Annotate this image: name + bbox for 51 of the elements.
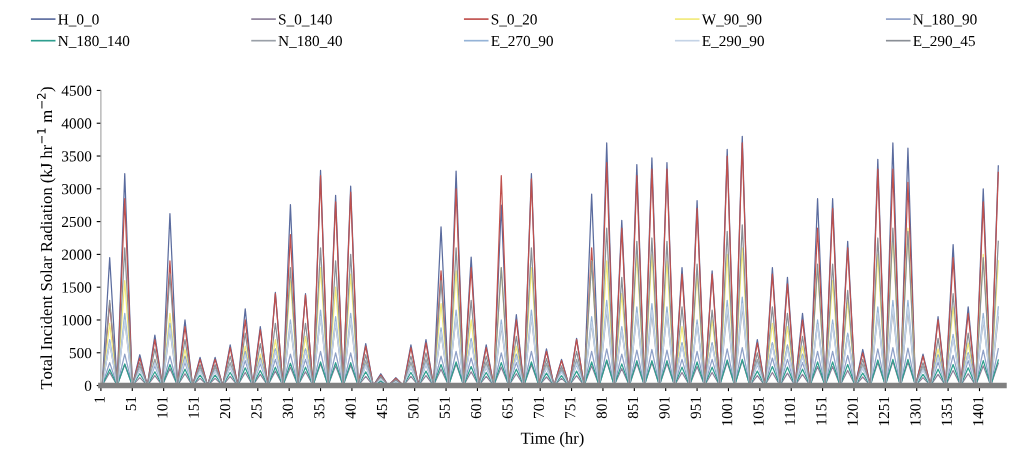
x-tick-label: 51 [125, 396, 137, 411]
y-tick-label: 500 [69, 347, 92, 359]
x-axis-title: Time (hr) [520, 432, 584, 448]
legend-label: N_180_40 [278, 35, 342, 48]
legend-label: E_290_45 [913, 35, 975, 48]
x-tick-label: 201 [219, 396, 231, 419]
legend-label: S_0_20 [491, 14, 537, 27]
legend-label: N_180_140 [58, 35, 130, 48]
x-tick-label: 751 [565, 396, 576, 418]
x-tick-label: 1401 [972, 396, 984, 426]
x-tick-label: 701 [533, 396, 545, 418]
y-tick-label: 1500 [62, 282, 92, 293]
y-tick-label: 4500 [61, 85, 92, 96]
y-tick-label: 4000 [61, 118, 92, 129]
x-tick-label: 601 [470, 396, 482, 419]
legend-label: S_0_140 [279, 14, 332, 27]
y-tick-label: 2500 [61, 216, 92, 228]
y-tick-label: 3500 [62, 151, 92, 162]
x-tick-label: 401 [345, 396, 356, 419]
y-tick-label: 2000 [61, 249, 92, 260]
x-tick-label: 1201 [847, 396, 858, 426]
x-tick-label: 951 [690, 396, 701, 419]
x-tick-label: 101 [157, 396, 168, 418]
legend-label: N_180_90 [913, 14, 977, 27]
y-axis-title: Total Incident Solar Radiation (kJ hr$^{−1}$ m$^{−2}$) [36, 87, 56, 390]
x-tick-label: 451 [376, 396, 388, 419]
x-tick-label: 1001 [721, 396, 733, 426]
x-tick-label: 1 [94, 396, 105, 403]
x-tick-label: 151 [188, 396, 199, 418]
x-tick-label: 651 [502, 396, 513, 419]
x-tick-label: 1101 [784, 396, 796, 425]
x-tick-label: 301 [282, 396, 293, 419]
x-tick-label: 851 [627, 396, 639, 419]
legend-label: E_270_90 [491, 35, 553, 48]
y-tick-label: 0 [84, 380, 92, 392]
legend-label: W_90_90 [701, 14, 762, 27]
x-tick-label: 1151 [816, 396, 827, 425]
x-tick-label: 251 [251, 396, 262, 419]
x-tick-label: 1301 [910, 396, 921, 426]
x-tick-label: 351 [314, 396, 325, 419]
y-tick-label: 1000 [62, 315, 92, 326]
x-tick-label: 501 [408, 396, 419, 419]
x-tick-label: 1051 [753, 396, 764, 426]
x-tick-label: 551 [439, 396, 450, 419]
x-tick-label: 901 [659, 396, 670, 419]
x-tick-label: 1351 [941, 396, 952, 426]
x-tick-label: 1251 [878, 396, 890, 426]
legend-label: H_0_0 [58, 14, 99, 27]
x-tick-label: 801 [596, 396, 607, 419]
y-tick-label: 3000 [62, 183, 92, 195]
legend-label: E_290_90 [702, 35, 764, 48]
